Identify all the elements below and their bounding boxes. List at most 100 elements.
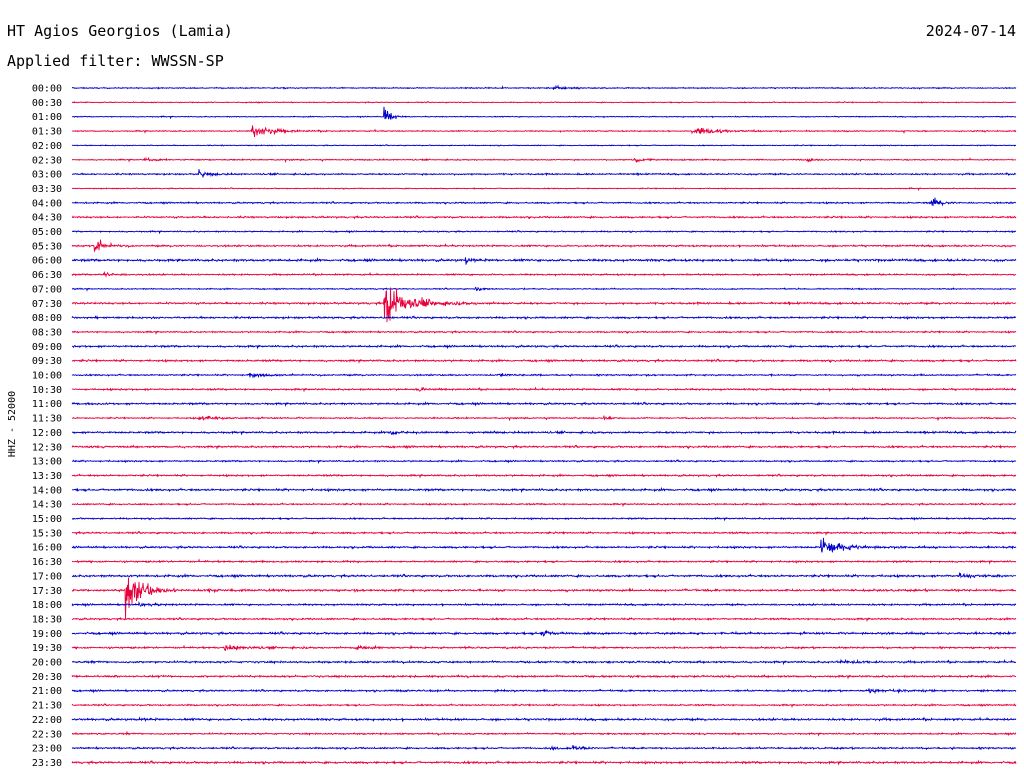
trace-row-0600 xyxy=(71,257,1017,265)
time-tick-label: 13:30 xyxy=(32,471,62,482)
time-tick-label: 07:30 xyxy=(32,299,62,310)
trace-row-1400 xyxy=(71,486,1017,494)
time-tick-label: 18:30 xyxy=(32,614,62,625)
time-tick-label: 14:30 xyxy=(32,500,62,511)
trace-row-2100 xyxy=(71,688,1017,695)
trace-row-1300 xyxy=(71,458,1017,465)
trace-row-2200 xyxy=(71,716,1017,723)
time-tick-label: 13:00 xyxy=(32,457,62,468)
trace-row-0200 xyxy=(71,144,1017,147)
trace-row-2000 xyxy=(71,658,1017,666)
trace-row-1630 xyxy=(71,558,1016,565)
time-tick-label: 23:30 xyxy=(32,758,62,769)
time-tick-label: 04:00 xyxy=(32,198,62,209)
trace-row-1130 xyxy=(71,415,1017,422)
trace-row-1100 xyxy=(71,401,1017,407)
time-tick-label: 12:00 xyxy=(32,428,62,439)
trace-row-1430 xyxy=(71,501,1017,508)
time-tick-label: 20:30 xyxy=(32,672,62,683)
time-tick-label: 11:30 xyxy=(32,414,62,425)
trace-row-0530 xyxy=(71,239,1017,252)
time-tick-label: 15:30 xyxy=(32,528,62,539)
date-label: 2024-07-14 xyxy=(926,22,1016,40)
trace-row-2330 xyxy=(71,759,1017,766)
trace-row-0130 xyxy=(71,125,1017,138)
time-tick-label: 06:30 xyxy=(32,270,62,281)
trace-row-1830 xyxy=(71,616,1017,623)
time-tick-labels: 00:00 00:30 01:00 01:30 02:00 02:30 03:00 03:30… xyxy=(32,84,62,769)
trace-row-1030 xyxy=(71,386,1017,393)
time-tick-label: 17:00 xyxy=(32,571,62,582)
time-tick-label: 19:30 xyxy=(32,643,62,654)
time-tick-label: 23:00 xyxy=(32,744,62,755)
trace-row-1500 xyxy=(71,516,1017,522)
trace-row-0330 xyxy=(71,187,1017,192)
time-tick-label: 06:00 xyxy=(32,256,62,267)
filter-label: Applied filter: WWSSN-SP xyxy=(7,52,224,70)
time-tick-label: 15:00 xyxy=(32,514,62,525)
trace-row-0300 xyxy=(71,169,1017,178)
time-tick-label: 16:30 xyxy=(32,557,62,568)
trace-row-0730 xyxy=(71,287,1017,323)
trace-row-1230 xyxy=(71,444,1017,451)
trace-row-0100 xyxy=(71,106,1017,120)
trace-row-0630 xyxy=(71,270,1017,278)
time-tick-label: 18:00 xyxy=(32,600,62,611)
time-tick-label: 02:00 xyxy=(32,141,62,152)
time-tick-label: 05:00 xyxy=(32,227,62,238)
time-tick-label: 10:30 xyxy=(32,385,62,396)
time-tick-label: 10:00 xyxy=(32,371,62,382)
trace-row-2300 xyxy=(71,744,1017,752)
trace-row-2030 xyxy=(71,673,1017,680)
time-tick-label: 07:00 xyxy=(32,284,62,295)
time-tick-label: 14:00 xyxy=(32,485,62,496)
time-tick-label: 22:00 xyxy=(32,715,62,726)
time-tick-label: 03:30 xyxy=(32,184,62,195)
trace-row-1200 xyxy=(71,429,1017,436)
trace-row-0430 xyxy=(71,215,1017,220)
time-tick-label: 01:00 xyxy=(32,112,62,123)
trace-row-1330 xyxy=(71,473,1017,479)
trace-row-0500 xyxy=(71,229,1017,235)
time-tick-label: 22:30 xyxy=(32,729,62,740)
time-tick-label: 19:00 xyxy=(32,629,62,640)
trace-row-1900 xyxy=(71,629,1017,637)
trace-row-0230 xyxy=(71,156,1017,164)
time-tick-label: 11:00 xyxy=(32,399,62,410)
time-tick-label: 00:00 xyxy=(32,84,62,95)
trace-row-1730 xyxy=(71,577,1017,619)
time-tick-label: 04:30 xyxy=(32,213,62,224)
trace-row-1930 xyxy=(71,644,1017,651)
trace-row-0030 xyxy=(71,101,1017,104)
station-title: HT Agios Georgios (Lamia) xyxy=(7,22,233,40)
time-tick-label: 20:00 xyxy=(32,658,62,669)
trace-row-0700 xyxy=(71,286,1017,292)
time-tick-label: 12:30 xyxy=(32,442,62,453)
trace-row-2130 xyxy=(71,702,1017,709)
channel-label: HHZ - 52000 xyxy=(7,391,18,457)
trace-row-2230 xyxy=(71,730,1017,737)
trace-row-0800 xyxy=(71,314,1017,321)
time-tick-label: 09:00 xyxy=(32,342,62,353)
trace-rows xyxy=(71,84,1017,766)
time-tick-label: 08:30 xyxy=(32,327,62,338)
trace-row-1000 xyxy=(71,372,1017,379)
trace-row-0930 xyxy=(71,357,1017,364)
time-tick-label: 17:30 xyxy=(32,586,62,597)
time-tick-label: 02:30 xyxy=(32,155,62,166)
trace-row-1800 xyxy=(71,601,1017,608)
time-tick-label: 16:00 xyxy=(32,543,62,554)
trace-row-0900 xyxy=(71,343,1017,350)
time-tick-label: 09:30 xyxy=(32,356,62,367)
time-tick-label: 03:00 xyxy=(32,170,62,181)
time-tick-label: 21:00 xyxy=(32,686,62,697)
trace-row-0000 xyxy=(71,84,1017,90)
trace-row-0830 xyxy=(71,329,1017,335)
trace-row-1600 xyxy=(71,537,1017,554)
trace-row-1700 xyxy=(71,571,1017,580)
trace-row-0400 xyxy=(71,197,1017,207)
time-tick-label: 01:30 xyxy=(32,127,62,138)
time-tick-label: 00:30 xyxy=(32,98,62,109)
time-tick-label: 05:30 xyxy=(32,241,62,252)
